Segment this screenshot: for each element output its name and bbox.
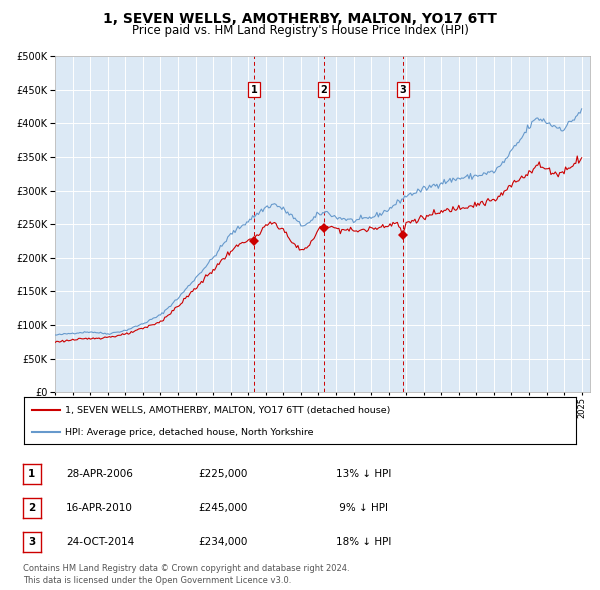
Text: 2: 2	[28, 503, 35, 513]
Text: 13% ↓ HPI: 13% ↓ HPI	[336, 470, 391, 479]
Text: 3: 3	[28, 537, 35, 546]
Text: Contains HM Land Registry data © Crown copyright and database right 2024.
This d: Contains HM Land Registry data © Crown c…	[23, 565, 349, 585]
Text: 18% ↓ HPI: 18% ↓ HPI	[336, 537, 391, 546]
Text: 9% ↓ HPI: 9% ↓ HPI	[336, 503, 388, 513]
Text: 1: 1	[28, 470, 35, 479]
Text: 16-APR-2010: 16-APR-2010	[66, 503, 133, 513]
Text: £245,000: £245,000	[198, 503, 247, 513]
Text: £225,000: £225,000	[198, 470, 247, 479]
Text: 3: 3	[400, 85, 406, 94]
Text: 24-OCT-2014: 24-OCT-2014	[66, 537, 134, 546]
Text: 2: 2	[320, 85, 327, 94]
Text: 1: 1	[250, 85, 257, 94]
Text: 1, SEVEN WELLS, AMOTHERBY, MALTON, YO17 6TT (detached house): 1, SEVEN WELLS, AMOTHERBY, MALTON, YO17 …	[65, 406, 391, 415]
Text: 28-APR-2006: 28-APR-2006	[66, 470, 133, 479]
Text: £234,000: £234,000	[198, 537, 247, 546]
Text: 1, SEVEN WELLS, AMOTHERBY, MALTON, YO17 6TT: 1, SEVEN WELLS, AMOTHERBY, MALTON, YO17 …	[103, 12, 497, 26]
Text: Price paid vs. HM Land Registry's House Price Index (HPI): Price paid vs. HM Land Registry's House …	[131, 24, 469, 37]
Text: HPI: Average price, detached house, North Yorkshire: HPI: Average price, detached house, Nort…	[65, 428, 314, 437]
